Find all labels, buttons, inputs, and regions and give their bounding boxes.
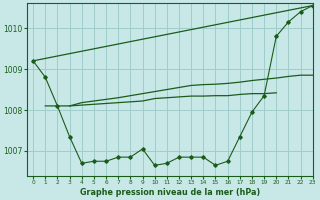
X-axis label: Graphe pression niveau de la mer (hPa): Graphe pression niveau de la mer (hPa) — [80, 188, 260, 197]
